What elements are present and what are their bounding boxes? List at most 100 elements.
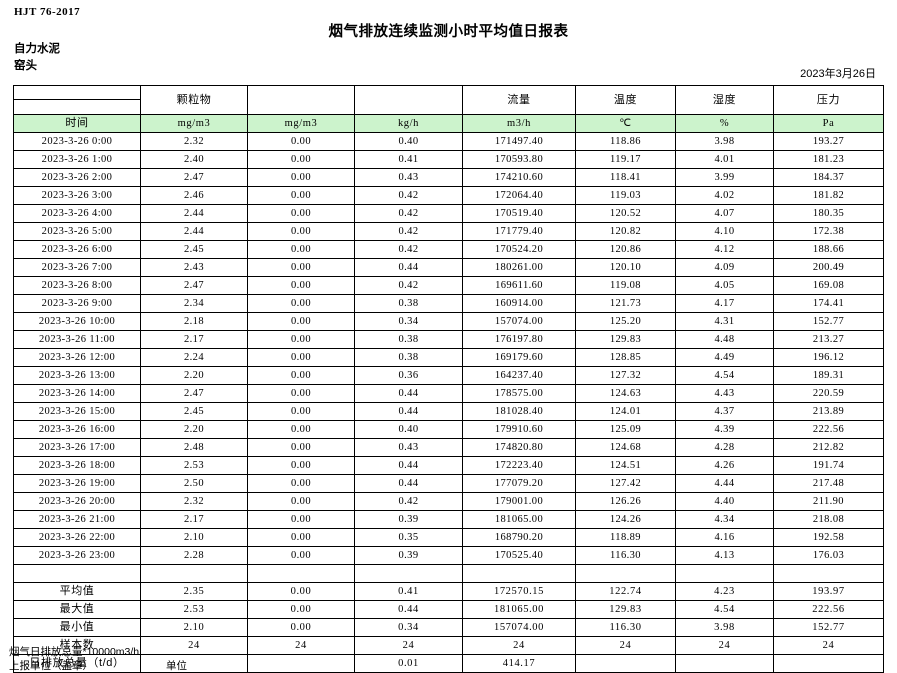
cell-c3: 0.40 (354, 420, 463, 439)
footnote-unit: 单位 (166, 660, 187, 672)
cell-temp: 120.10 (575, 258, 676, 277)
table-row: 2023-3-26 11:00 2.17 0.00 0.38 176197.80 129.… (13, 330, 884, 349)
footnote-reporting-unit: 上报单位（盖章） (9, 660, 93, 672)
cell-c2: 0.00 (247, 186, 355, 205)
cell-time: 2023-3-26 15:00 (13, 402, 141, 421)
standard-code: HJT 76-2017 (14, 6, 81, 18)
cell-temp: 118.89 (575, 528, 676, 547)
cell-blank (140, 564, 248, 583)
cell-c1: 2.46 (140, 186, 248, 205)
cell-c1: 2.34 (140, 294, 248, 313)
cell-hum: 4.31 (675, 312, 774, 331)
table-group-header-cell: 湿度 (675, 85, 774, 115)
cell-flow: 172064.40 (462, 186, 576, 205)
cell-hum: 4.48 (675, 330, 774, 349)
cell-hum: 4.37 (675, 402, 774, 421)
cell-flow: 171497.40 (462, 132, 576, 151)
cell-temp: 116.30 (575, 546, 676, 565)
table-row: 2023-3-26 5:00 2.44 0.00 0.42 171779.40 120.8… (13, 222, 884, 241)
cell-blank (575, 564, 676, 583)
cell-pres: 181.82 (773, 186, 884, 205)
summary-cell-c2: 0.00 (247, 618, 355, 637)
summary-cell-c2: 0.00 (247, 600, 355, 619)
cell-flow: 170524.20 (462, 240, 576, 259)
cell-temp: 119.17 (575, 150, 676, 169)
cell-c1: 2.44 (140, 222, 248, 241)
cell-temp: 126.26 (575, 492, 676, 511)
cell-hum: 4.44 (675, 474, 774, 493)
cell-c3: 0.42 (354, 240, 463, 259)
cell-hum: 3.99 (675, 168, 774, 187)
cell-temp: 120.82 (575, 222, 676, 241)
cell-pres: 220.59 (773, 384, 884, 403)
table-row: 2023-3-26 3:00 2.46 0.00 0.42 172064.40 119.0… (13, 186, 884, 205)
summary-cell-temp: 129.83 (575, 600, 676, 619)
cell-c1: 2.47 (140, 276, 248, 295)
cell-time: 2023-3-26 17:00 (13, 438, 141, 457)
cell-time: 2023-3-26 4:00 (13, 204, 141, 223)
summary-cell-pres: 193.97 (773, 582, 884, 601)
cell-flow: 170519.40 (462, 204, 576, 223)
cell-time: 2023-3-26 0:00 (13, 132, 141, 151)
cell-flow: 171779.40 (462, 222, 576, 241)
cell-time: 2023-3-26 16:00 (13, 420, 141, 439)
table-row: 2023-3-26 12:00 2.24 0.00 0.38 169179.60 128.… (13, 348, 884, 367)
cell-c1: 2.24 (140, 348, 248, 367)
cell-flow: 172223.40 (462, 456, 576, 475)
summary-label: 最大值 (13, 600, 141, 619)
cell-c3: 0.42 (354, 204, 463, 223)
summary-cell-temp: 122.74 (575, 582, 676, 601)
table-row: 2023-3-26 18:00 2.53 0.00 0.44 172223.40 124.… (13, 456, 884, 475)
table-row: 2023-3-26 23:00 2.28 0.00 0.39 170525.40 116.… (13, 546, 884, 565)
cell-hum: 4.39 (675, 420, 774, 439)
cell-pres: 200.49 (773, 258, 884, 277)
summary-cell-pres: 222.56 (773, 600, 884, 619)
cell-flow: 169179.60 (462, 348, 576, 367)
cell-time: 2023-3-26 8:00 (13, 276, 141, 295)
cell-pres: 191.74 (773, 456, 884, 475)
cell-c1: 2.28 (140, 546, 248, 565)
cell-hum: 4.12 (675, 240, 774, 259)
cell-time: 2023-3-26 3:00 (13, 186, 141, 205)
emission-data-table: 颗粒物 流量 温度 湿度 压力 时间 mg/m3 mg/m3 kg/h m3/h ℃% Pa 2023-… (13, 85, 884, 673)
cell-hum: 4.09 (675, 258, 774, 277)
cell-hum: 4.54 (675, 366, 774, 385)
report-date: 2023年3月26日 (800, 68, 876, 80)
column-header-unit: m3/h (462, 114, 576, 133)
table-row: 2023-3-26 16:00 2.20 0.00 0.40 179910.60 125.… (13, 420, 884, 439)
column-header-unit: ℃ (575, 114, 676, 133)
cell-c3: 0.41 (354, 150, 463, 169)
cell-temp: 124.01 (575, 402, 676, 421)
cell-flow: 168790.20 (462, 528, 576, 547)
cell-temp: 120.52 (575, 204, 676, 223)
cell-c2: 0.00 (247, 456, 355, 475)
cell-time: 2023-3-26 5:00 (13, 222, 141, 241)
cell-c3: 0.39 (354, 510, 463, 529)
cell-pres: 211.90 (773, 492, 884, 511)
cell-flow: 170593.80 (462, 150, 576, 169)
cell-temp: 121.73 (575, 294, 676, 313)
cell-c2: 0.00 (247, 168, 355, 187)
table-summary-row: 样本数 24 24 24 24 24 24 24 (13, 636, 884, 655)
cell-temp: 124.51 (575, 456, 676, 475)
cell-blank (773, 564, 884, 583)
table-group-header-cell: 压力 (773, 85, 884, 115)
cell-c2: 0.00 (247, 348, 355, 367)
cell-hum: 4.05 (675, 276, 774, 295)
cell-flow: 170525.40 (462, 546, 576, 565)
summary-cell-flow: 24 (462, 636, 576, 655)
cell-c3: 0.43 (354, 168, 463, 187)
cell-c1: 2.43 (140, 258, 248, 277)
cell-pres: 181.23 (773, 150, 884, 169)
cell-c1: 2.40 (140, 150, 248, 169)
cell-c2: 0.00 (247, 312, 355, 331)
cell-hum: 4.34 (675, 510, 774, 529)
cell-c2: 0.00 (247, 438, 355, 457)
cell-flow: 174820.80 (462, 438, 576, 457)
cell-blank (462, 564, 576, 583)
cell-c1: 2.44 (140, 204, 248, 223)
summary-cell-hum: 3.98 (675, 618, 774, 637)
cell-temp: 118.41 (575, 168, 676, 187)
table-row: 2023-3-26 20:00 2.32 0.00 0.42 179001.00 126.… (13, 492, 884, 511)
summary-cell-flow: 157074.00 (462, 618, 576, 637)
